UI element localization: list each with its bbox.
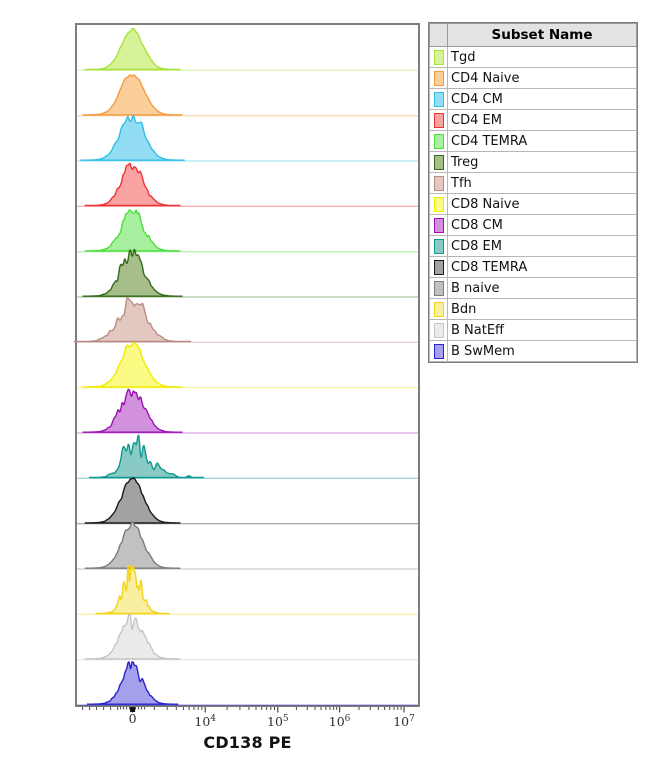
histogram-curve-cd4-cm: [80, 115, 185, 161]
subset-name-label: CD8 EM: [447, 235, 637, 257]
subset-name-label: Bdn: [447, 298, 637, 320]
x-tick-label: 106: [328, 714, 351, 730]
x-tick-label: 107: [393, 714, 415, 730]
subset-name-label: B NatEff: [447, 319, 637, 341]
legend-table: Subset Name Tgd CD4 Naive CD4 CM CD4 EM CD4 …: [428, 22, 638, 363]
legend-swatch-cell: [429, 340, 448, 362]
legend-row-b-naive[interactable]: B naive: [429, 277, 637, 299]
histogram-curve-cd8-cm: [82, 388, 183, 433]
subset-name-label: B SwMem: [447, 340, 637, 362]
legend-swatch-cell: [429, 172, 448, 194]
legend-header-swatch-cell: [429, 23, 448, 47]
subset-legend: Subset Name Tgd CD4 Naive CD4 CM CD4 EM CD4 …: [429, 23, 637, 362]
subset-color-swatch[interactable]: [433, 343, 444, 359]
histogram-curve-b-naive: [84, 521, 181, 569]
subset-color-swatch[interactable]: [433, 259, 444, 275]
legend-row-treg[interactable]: Treg: [429, 151, 637, 173]
legend-row-cd8-cm[interactable]: CD8 CM: [429, 214, 637, 236]
legend-row-bdn[interactable]: Bdn: [429, 298, 637, 320]
legend-row-cd4-naive[interactable]: CD4 Naive: [429, 67, 637, 89]
legend-swatch-cell: [429, 88, 448, 110]
legend-header-row: Subset Name: [429, 23, 637, 47]
histogram-ridgeline-canvas: [73, 27, 418, 706]
histogram-curve-cd4-em: [84, 162, 181, 207]
subset-color-swatch[interactable]: [433, 301, 444, 317]
legend-row-cd4-em[interactable]: CD4 EM: [429, 109, 637, 131]
legend-row-cd8-temra[interactable]: CD8 TEMRA: [429, 256, 637, 278]
legend-swatch-cell: [429, 67, 448, 89]
legend-row-b-swmem[interactable]: B SwMem: [429, 340, 637, 362]
subset-color-swatch[interactable]: [433, 175, 444, 191]
subset-color-swatch[interactable]: [433, 322, 444, 338]
subset-name-label: CD8 CM: [447, 214, 637, 236]
x-axis-title[interactable]: CD138 PE: [203, 733, 292, 752]
histogram-curve-cd8-naive: [82, 341, 183, 388]
legend-swatch-cell: [429, 46, 448, 68]
legend-row-cd4-cm[interactable]: CD4 CM: [429, 88, 637, 110]
subset-color-swatch[interactable]: [433, 238, 444, 254]
legend-title: Subset Name: [447, 23, 637, 47]
subset-color-swatch[interactable]: [433, 217, 444, 233]
histogram-curve-treg: [82, 248, 183, 297]
subset-name-label: Tfh: [447, 172, 637, 194]
histogram-curve-b-swmem: [86, 661, 179, 705]
zero-marker-square: [130, 707, 136, 712]
subset-color-swatch[interactable]: [433, 70, 444, 86]
subset-name-label: CD4 EM: [447, 109, 637, 131]
subset-name-label: CD8 Naive: [447, 193, 637, 215]
legend-row-cd8-naive[interactable]: CD8 Naive: [429, 193, 637, 215]
subset-name-label: Treg: [447, 151, 637, 173]
legend-row-tfh[interactable]: Tfh: [429, 172, 637, 194]
histogram-curve-cd4-temra: [84, 209, 181, 252]
subset-name-label: CD8 TEMRA: [447, 256, 637, 278]
legend-row-cd8-em[interactable]: CD8 EM: [429, 235, 637, 257]
x-tick-label: 105: [267, 714, 289, 730]
subset-color-swatch[interactable]: [433, 133, 444, 149]
x-tick-label: 104: [194, 714, 217, 730]
legend-swatch-cell: [429, 214, 448, 236]
legend-swatch-cell: [429, 235, 448, 257]
legend-row-tgd[interactable]: Tgd: [429, 46, 637, 68]
subset-name-label: CD4 TEMRA: [447, 130, 637, 152]
legend-swatch-cell: [429, 130, 448, 152]
subset-color-swatch[interactable]: [433, 91, 444, 107]
legend-row-b-nateff[interactable]: B NatEff: [429, 319, 637, 341]
subset-name-label: CD4 CM: [447, 88, 637, 110]
legend-swatch-cell: [429, 298, 448, 320]
subset-name-label: B naive: [447, 277, 637, 299]
histogram-plot-area[interactable]: [73, 23, 420, 707]
subset-color-swatch[interactable]: [433, 112, 444, 128]
histogram-curve-bdn: [95, 565, 170, 615]
subset-name-label: CD4 Naive: [447, 67, 637, 89]
x-axis-tick-labels: 0 104 105 106 107: [77, 711, 418, 730]
x-tick-label: 0: [128, 711, 137, 726]
histogram-curve-cd8-temra: [84, 477, 181, 524]
subset-color-swatch[interactable]: [433, 280, 444, 296]
legend-swatch-cell: [429, 277, 448, 299]
legend-row-cd4-temra[interactable]: CD4 TEMRA: [429, 130, 637, 152]
histogram-curve-cd4-naive: [82, 74, 183, 116]
subset-color-swatch[interactable]: [433, 196, 444, 212]
histogram-curve-tgd: [84, 27, 181, 71]
subset-color-swatch[interactable]: [433, 49, 444, 65]
legend-swatch-cell: [429, 319, 448, 341]
legend-swatch-cell: [429, 109, 448, 131]
x-axis-ticks: [82, 707, 405, 713]
subset-name-label: Tgd: [447, 46, 637, 68]
subset-color-swatch[interactable]: [433, 154, 444, 170]
legend-swatch-cell: [429, 193, 448, 215]
histogram-curve-cd8-em: [88, 434, 205, 479]
legend-swatch-cell: [429, 151, 448, 173]
histogram-curve-b-nateff: [84, 614, 181, 660]
legend-swatch-cell: [429, 256, 448, 278]
histogram-curve-tfh: [73, 297, 192, 343]
